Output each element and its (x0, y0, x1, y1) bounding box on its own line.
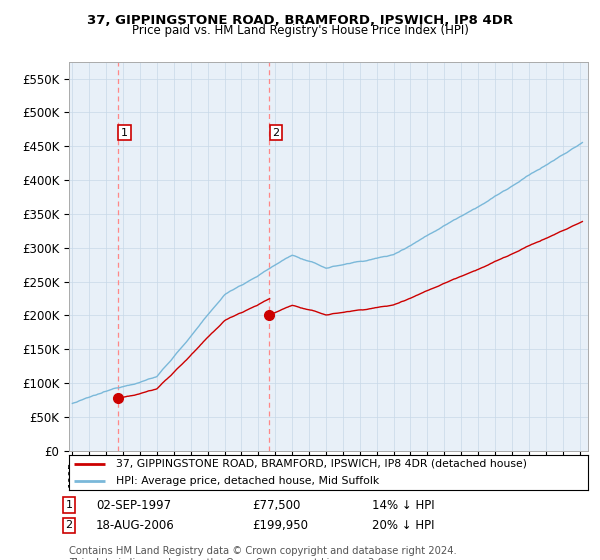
Text: £199,950: £199,950 (252, 519, 308, 532)
Text: 02-SEP-1997: 02-SEP-1997 (96, 498, 171, 512)
Text: 20% ↓ HPI: 20% ↓ HPI (372, 519, 434, 532)
Text: 18-AUG-2006: 18-AUG-2006 (96, 519, 175, 532)
Text: 37, GIPPINGSTONE ROAD, BRAMFORD, IPSWICH, IP8 4DR: 37, GIPPINGSTONE ROAD, BRAMFORD, IPSWICH… (87, 14, 513, 27)
Text: Contains HM Land Registry data © Crown copyright and database right 2024.
This d: Contains HM Land Registry data © Crown c… (69, 546, 457, 560)
Text: HPI: Average price, detached house, Mid Suffolk: HPI: Average price, detached house, Mid … (116, 477, 379, 486)
Text: Price paid vs. HM Land Registry's House Price Index (HPI): Price paid vs. HM Land Registry's House … (131, 24, 469, 37)
Text: 2: 2 (65, 520, 73, 530)
Text: 1: 1 (65, 500, 73, 510)
Text: 37, GIPPINGSTONE ROAD, BRAMFORD, IPSWICH, IP8 4DR (detached house): 37, GIPPINGSTONE ROAD, BRAMFORD, IPSWICH… (116, 459, 527, 469)
Text: 1: 1 (121, 128, 128, 138)
Text: 2: 2 (272, 128, 280, 138)
Text: £77,500: £77,500 (252, 498, 301, 512)
Text: 14% ↓ HPI: 14% ↓ HPI (372, 498, 434, 512)
